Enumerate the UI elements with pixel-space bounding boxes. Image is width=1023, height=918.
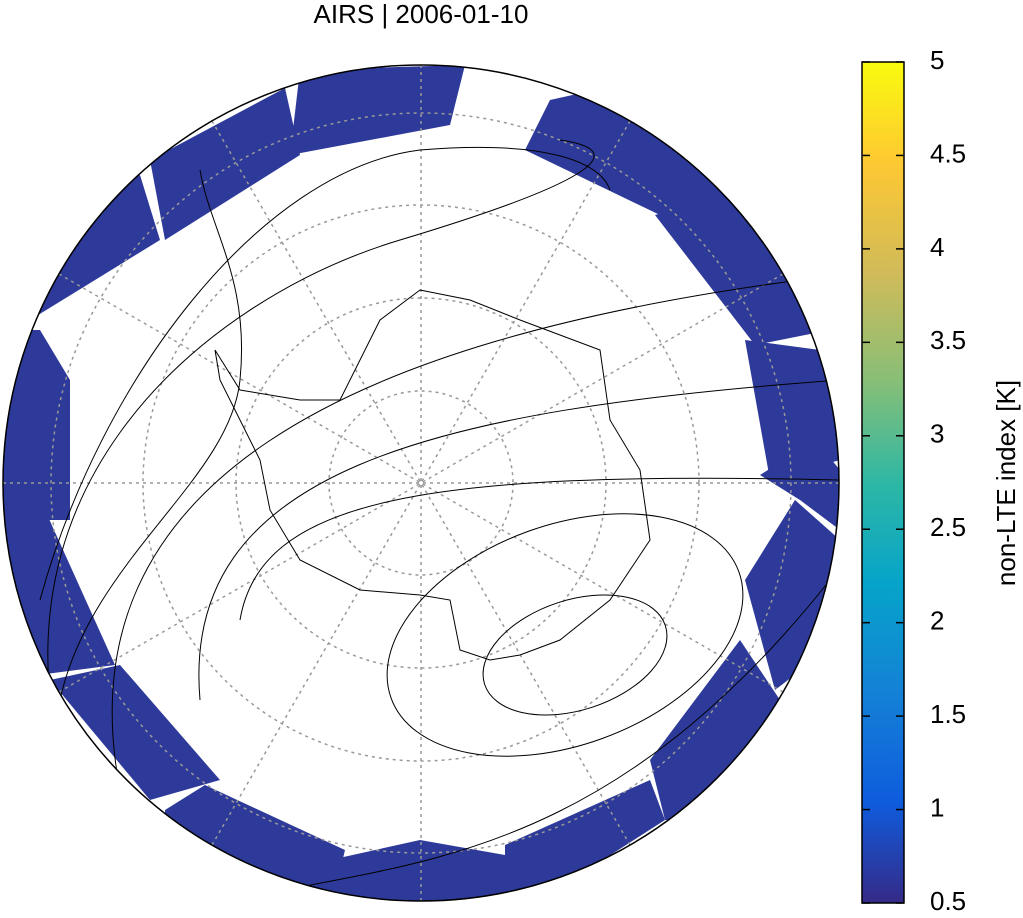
swaths xyxy=(3,65,839,901)
swath xyxy=(745,340,839,480)
colorbar-tick-label: 3 xyxy=(930,419,944,449)
map-title: AIRS | 2006-01-10 xyxy=(314,0,529,29)
contours xyxy=(39,139,839,901)
swath xyxy=(3,175,160,320)
colorbar-tick-label: 4.5 xyxy=(930,138,966,168)
colorbar xyxy=(861,61,905,904)
swath xyxy=(165,785,345,901)
swath xyxy=(3,330,70,520)
colorbar-tick-label: 0.5 xyxy=(930,886,966,913)
colorbar-tick-label: 2.5 xyxy=(930,512,966,542)
coastline xyxy=(214,289,651,661)
map-border xyxy=(2,64,840,902)
colorbar-tick-label: 5 xyxy=(930,45,944,75)
swath xyxy=(505,780,665,901)
colorbar-tick-label: 2 xyxy=(930,606,944,636)
swath xyxy=(330,840,505,901)
swath xyxy=(650,640,780,820)
colorbar-tick-label: 1.5 xyxy=(930,699,966,729)
swath xyxy=(150,88,300,240)
colorbar-label: non-LTE index [K] xyxy=(991,380,1021,586)
colorbar-tick-label: 3.5 xyxy=(930,325,966,355)
graticule xyxy=(3,65,839,901)
colorbar-tick-label: 1 xyxy=(930,792,944,822)
swath xyxy=(50,665,220,800)
colorbar-tick-label: 4 xyxy=(930,232,944,262)
swath xyxy=(655,190,830,345)
swath xyxy=(525,80,740,215)
